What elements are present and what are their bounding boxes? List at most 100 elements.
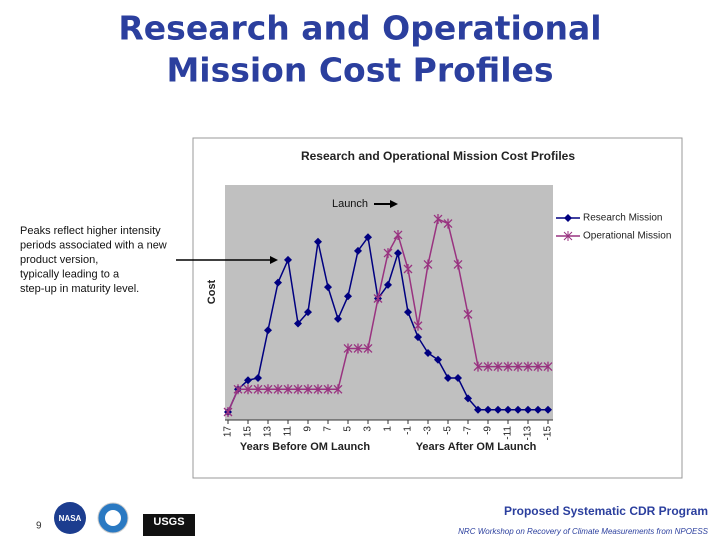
marker (534, 405, 542, 414)
marker (454, 373, 462, 382)
marker (483, 361, 493, 372)
marker (434, 355, 442, 364)
marker (323, 384, 333, 395)
marker (343, 343, 353, 354)
marker (304, 308, 312, 317)
marker (263, 384, 273, 395)
logo-text: NASA (59, 514, 82, 523)
usgs-logo (143, 514, 195, 536)
chart: 17 15 13 11 9 7 5 3 1 -1 -3 -5 -7 -9 -11 -13 -15 Research… (223, 213, 672, 441)
marker (294, 319, 302, 328)
marker (474, 405, 482, 414)
marker (493, 361, 503, 372)
slide-title: Mission Cost Profiles (166, 51, 553, 90)
side-note-line: product version, (20, 254, 98, 266)
marker (464, 394, 472, 403)
marker (443, 218, 453, 229)
y-axis-label: Cost (206, 279, 218, 304)
marker (354, 246, 362, 255)
x-tick-label: -1 (403, 426, 414, 435)
marker (334, 314, 342, 323)
chart-title: Research and Operational Mission Cost Pr… (301, 149, 575, 163)
x-tick-label: 13 (263, 426, 274, 438)
x-tick-label: 11 (283, 426, 294, 437)
marker (364, 233, 372, 242)
marker (314, 237, 322, 246)
marker (543, 361, 553, 372)
marker (504, 405, 512, 414)
marker (344, 292, 352, 301)
x-tick-label: 17 (223, 426, 234, 438)
marker (373, 293, 383, 304)
marker (394, 249, 402, 258)
launch-annotation: Launch (332, 198, 368, 210)
marker (503, 361, 513, 372)
x-tick-label: 7 (323, 426, 334, 432)
x-tick-label: -9 (483, 426, 494, 435)
slide-title: Research and Operational (118, 9, 601, 48)
x-tick-label: 9 (303, 426, 314, 432)
marker (514, 405, 522, 414)
marker (414, 333, 422, 342)
footer-subtitle: NRC Workshop on Recovery of Climate Meas… (458, 527, 709, 536)
legend-label: Operational Mission (583, 231, 671, 242)
marker (273, 384, 283, 395)
x-tick-label: -13 (523, 426, 534, 441)
x-tick-label: 5 (343, 426, 354, 432)
plot-area (225, 185, 553, 420)
note-arrowhead (270, 256, 278, 264)
marker (544, 405, 552, 414)
marker (264, 326, 272, 335)
legend-label: Research Mission (583, 213, 662, 224)
marker (484, 405, 492, 414)
marker (513, 361, 523, 372)
marker (244, 376, 252, 385)
marker (284, 255, 292, 264)
marker (333, 384, 343, 395)
legend-marker (563, 231, 573, 241)
launch-arrowhead (390, 200, 398, 208)
marker (384, 280, 392, 289)
marker (274, 278, 282, 287)
marker (223, 407, 233, 417)
marker (303, 384, 313, 395)
marker (254, 373, 262, 382)
marker (444, 373, 452, 382)
marker (533, 361, 543, 372)
x-tick-label: -3 (423, 426, 434, 435)
marker (524, 405, 532, 414)
marker (353, 343, 363, 354)
marker (523, 361, 533, 372)
marker (313, 384, 323, 395)
side-note: Peaks reflect higher intensity periods as… (20, 225, 167, 295)
footer-title: Proposed Systematic CDR Program (504, 504, 708, 518)
x-tick-label: -5 (443, 426, 454, 435)
marker (233, 384, 243, 395)
side-note-line: step-up in maturity level. (20, 283, 139, 295)
marker (324, 283, 332, 292)
marker (363, 343, 373, 354)
marker (424, 348, 432, 357)
marker (433, 214, 443, 225)
marker (404, 308, 412, 317)
noaa-logo-inner (105, 510, 121, 526)
marker (423, 259, 433, 270)
marker (473, 361, 483, 372)
marker (253, 384, 263, 395)
marker (383, 248, 393, 259)
x-axis-label: Years After OM Launch (416, 441, 537, 453)
marker (453, 259, 463, 270)
side-note-line: typically leading to a (20, 268, 120, 280)
legend-marker (564, 214, 572, 222)
x-tick-label: 1 (383, 426, 394, 432)
marker (463, 309, 473, 320)
x-tick-label: 15 (243, 426, 254, 438)
marker (403, 263, 413, 274)
x-tick-label: 3 (363, 426, 374, 432)
marker (283, 384, 293, 395)
logo-text: USGS (153, 516, 184, 528)
nasa-logo (54, 502, 86, 534)
x-tick-label: -15 (543, 426, 554, 441)
page-number: 9 (36, 521, 42, 532)
